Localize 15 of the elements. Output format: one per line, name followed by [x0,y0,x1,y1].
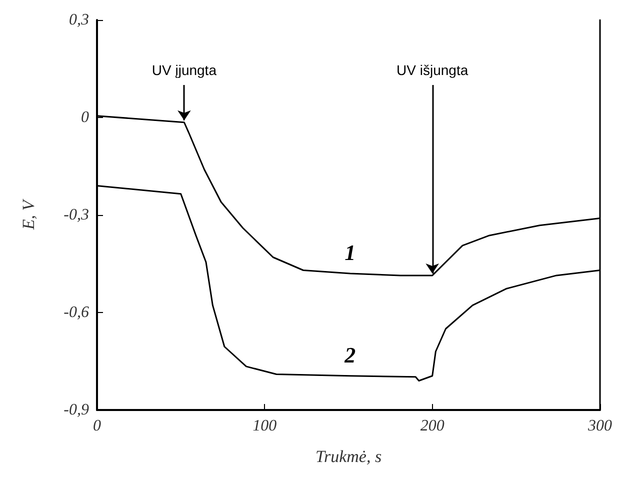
y-tick-label: 0,3 [69,12,89,28]
y-axis-title: E, V [19,198,38,231]
x-tick-label: 200 [420,418,444,434]
annotation: UV išjungta [396,62,468,78]
series-label: 2 [344,342,356,368]
y-tick-label: 0 [81,109,89,126]
y-tick-label: -0,3 [64,206,89,224]
annotation: UV įjungta [152,62,217,78]
x-tick-label: 300 [587,418,612,434]
x-axis-title: Trukmė, s [315,447,382,466]
x-tick-label: 100 [252,418,277,434]
series-label: 1 [344,240,356,265]
y-tick-label: -0,6 [64,304,89,321]
y-tick-label: -0,9 [64,402,89,418]
x-tick-label: 0 [93,418,101,434]
